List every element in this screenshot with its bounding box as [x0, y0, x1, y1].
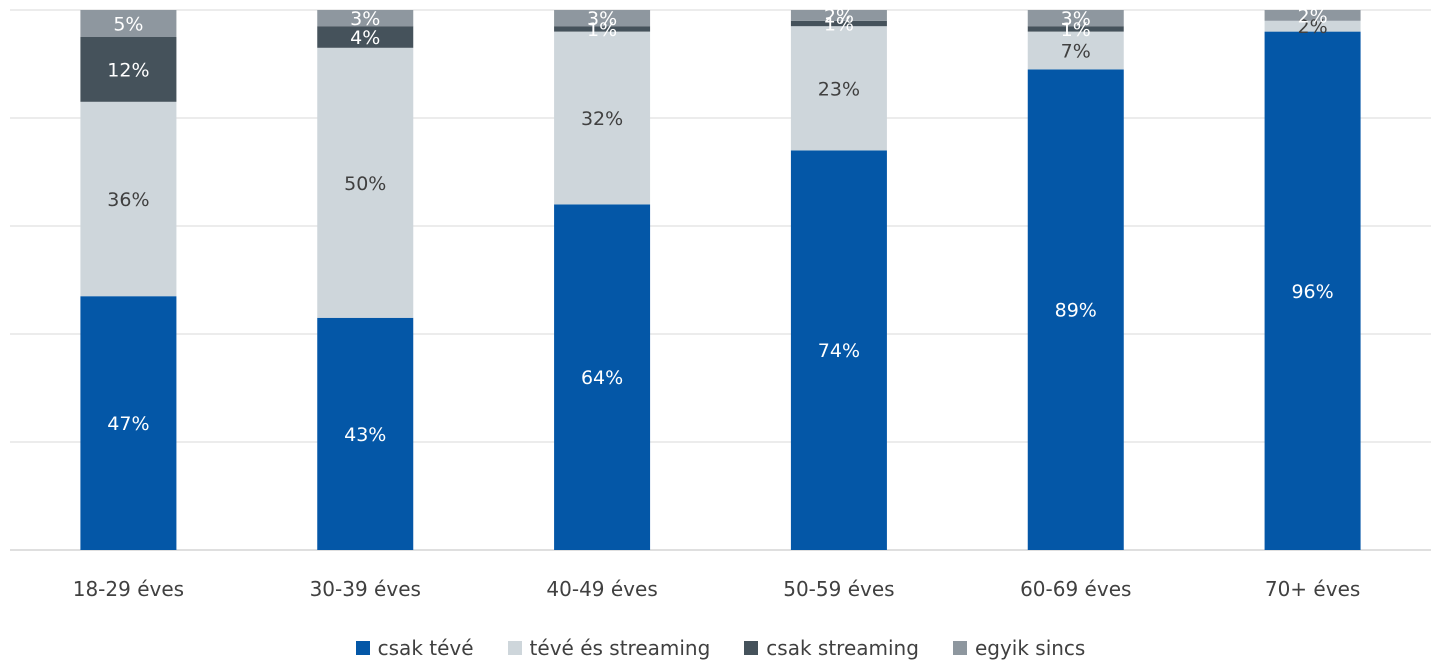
data-label: 50% — [344, 173, 386, 195]
data-label: 1% — [587, 19, 617, 41]
legend-label: csak streaming — [766, 636, 919, 660]
bar-segment — [554, 204, 651, 550]
x-tick-label: 50-59 éves — [783, 577, 894, 601]
data-label: 36% — [107, 189, 149, 211]
data-label: 96% — [1291, 281, 1333, 303]
x-tick-label: 70+ éves — [1265, 577, 1360, 601]
data-label: 43% — [344, 424, 386, 446]
data-label: 64% — [581, 367, 623, 389]
legend-label: tévé és streaming — [529, 636, 711, 660]
legend-item-teve-es-streaming: tévé és streaming — [507, 636, 711, 660]
bar-segment — [1264, 10, 1361, 21]
legend-item-csak-teve: csak tévé — [355, 636, 474, 660]
bar-segment — [80, 101, 177, 297]
legend-swatch — [507, 641, 522, 655]
data-label: 5% — [113, 14, 143, 36]
bar-segment — [554, 10, 651, 27]
data-label: 23% — [818, 78, 860, 100]
bar-segment — [1027, 26, 1124, 32]
bar-segment — [1264, 31, 1361, 551]
bar-segment — [80, 10, 177, 37]
bar-segment — [1264, 20, 1361, 32]
data-label: 7% — [1061, 41, 1091, 63]
bar-segment — [790, 150, 887, 550]
data-label: 2% — [824, 5, 854, 27]
bar-segment — [790, 10, 887, 21]
bar-segment — [790, 26, 887, 151]
x-tick-labels: 18-29 éves 30-39 éves 40-49 éves 50-59 éves… — [73, 577, 1361, 601]
gridlines — [10, 9, 1431, 551]
x-tick-label: 40-49 éves — [546, 577, 657, 601]
segment-labels: 47%36%12%5%43%50%4%3%64%32%1%3%74%23%1%2… — [107, 5, 1333, 446]
bar-segment — [317, 47, 414, 318]
data-label: 2% — [1298, 5, 1328, 27]
data-label: 4% — [350, 27, 380, 49]
legend-item-csak-streaming: csak streaming — [744, 636, 919, 660]
bar-segment — [1027, 31, 1124, 70]
data-label: 12% — [107, 59, 149, 81]
data-label: 74% — [818, 340, 860, 362]
data-label: 1% — [824, 14, 854, 36]
x-tick-label: 18-29 éves — [73, 577, 184, 601]
legend: csak tévé tévé és streaming csak streami… — [0, 636, 1441, 660]
data-label: 3% — [350, 8, 380, 30]
legend-swatch — [952, 641, 967, 655]
data-label: 3% — [587, 8, 617, 30]
data-label: 89% — [1055, 300, 1097, 322]
bar-segment — [1027, 10, 1124, 27]
data-label: 3% — [1061, 8, 1091, 30]
legend-label: csak tévé — [377, 636, 474, 660]
legend-swatch — [355, 641, 370, 655]
bar-segment — [554, 26, 651, 32]
data-label: 2% — [1298, 16, 1328, 38]
bar-segment — [790, 20, 887, 27]
bar-segment — [80, 296, 177, 550]
data-label: 47% — [107, 413, 149, 435]
x-tick-label: 30-39 éves — [310, 577, 421, 601]
bar-segment — [317, 26, 414, 48]
data-label: 1% — [1061, 19, 1091, 41]
x-tick-label: 60-69 éves — [1020, 577, 1131, 601]
bar-segment — [554, 31, 651, 205]
bar-segment — [317, 10, 414, 27]
bar-segment — [1027, 69, 1124, 551]
legend-swatch — [744, 641, 759, 655]
bar-segment — [80, 37, 177, 102]
bar-segment — [317, 317, 414, 550]
bars — [80, 10, 1361, 551]
data-label: 32% — [581, 108, 623, 130]
stacked-bar-chart: 47%36%12%5%43%50%4%3%64%32%1%3%74%23%1%2… — [10, 5, 1431, 601]
legend-label: egyik sincs — [974, 636, 1086, 660]
legend-item-egyik-sincs: egyik sincs — [952, 636, 1086, 660]
